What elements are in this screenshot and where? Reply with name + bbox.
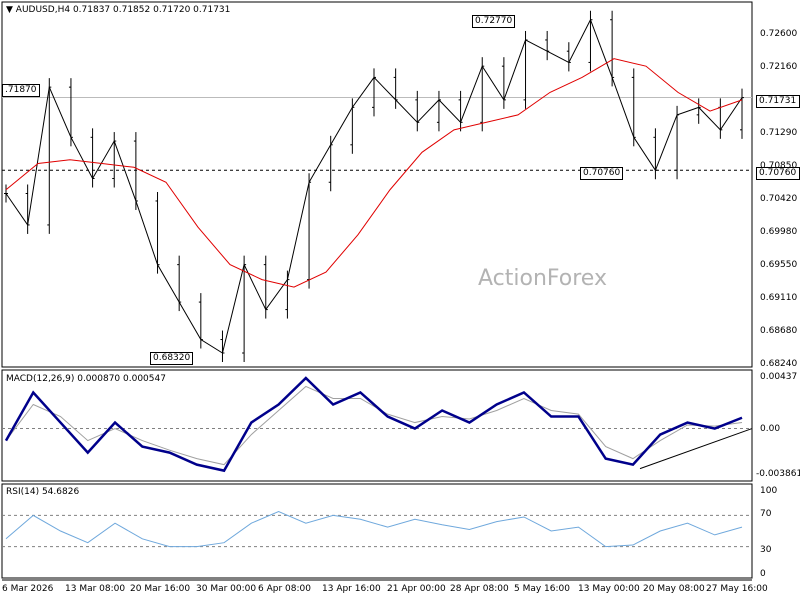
price-tick: 0.70850 xyxy=(760,161,798,171)
rsi-plot xyxy=(2,510,752,548)
time-tick: 13 Apr 16:00 xyxy=(322,584,381,594)
rsi-title: RSI(14) 54.6826 xyxy=(6,487,80,497)
rsi-panel-frame xyxy=(1,483,753,579)
time-tick: 27 May 16:00 xyxy=(706,584,768,594)
time-tick: 28 Apr 08:00 xyxy=(450,584,509,594)
symbol-timeframe: AUDUSD,H4 xyxy=(15,5,71,15)
left-price-label: .71870 xyxy=(2,84,40,97)
price-panel-frame xyxy=(1,1,753,368)
panel-frames xyxy=(1,1,753,581)
support-label: 0.70760 xyxy=(580,167,624,180)
macd-tick: 0.00 xyxy=(760,424,781,434)
macd-panel-frame xyxy=(1,369,753,482)
time-tick: 13 May 00:00 xyxy=(578,584,640,594)
price-tick: 0.70420 xyxy=(760,194,798,204)
rsi-tick: 70 xyxy=(760,509,772,519)
price-tick: 0.72600 xyxy=(760,29,798,39)
chart-title: ▼ AUDUSD,H4 0.71837 0.71852 0.71720 0.71… xyxy=(6,5,230,16)
price-tick: 0.69110 xyxy=(760,293,798,303)
time-tick: 6 Apr 08:00 xyxy=(258,584,311,594)
time-tick: 20 May 08:00 xyxy=(643,584,705,594)
macd-signal-line xyxy=(5,385,743,466)
current-price-tag: 0.71731 xyxy=(756,95,800,108)
time-tick: 5 May 16:00 xyxy=(514,584,570,594)
price-tick: 0.71290 xyxy=(760,128,798,138)
time-tick: 13 Mar 08:00 xyxy=(65,584,126,594)
macd-trendline xyxy=(639,428,753,470)
price-line xyxy=(5,18,743,354)
low-label: 0.68320 xyxy=(150,352,194,365)
macd-plot xyxy=(2,376,753,473)
price-tick: 0.72160 xyxy=(760,62,798,72)
time-tick: 20 Mar 16:00 xyxy=(130,584,191,594)
high-label: 0.72770 xyxy=(472,15,516,28)
rsi-tick: 30 xyxy=(760,545,772,555)
price-tick: 0.68680 xyxy=(760,326,798,336)
rsi-tick: 0 xyxy=(760,569,766,579)
macd-line xyxy=(4,376,743,473)
price-plot xyxy=(2,10,752,362)
macd-tick: -0.003861 xyxy=(756,469,800,479)
macd-title: MACD(12,26,9) 0.000870 0.000547 xyxy=(6,374,166,384)
dropdown-arrow-icon[interactable]: ▼ xyxy=(6,5,13,15)
ohlc-values: 0.71837 0.71852 0.71720 0.71731 xyxy=(72,5,231,15)
rsi-tick: 100 xyxy=(760,486,778,496)
time-tick: 6 Mar 2026 xyxy=(2,584,54,594)
macd-tick: 0.00437 xyxy=(760,372,798,382)
time-tick: 21 Apr 00:00 xyxy=(387,584,446,594)
time-tick: 30 Mar 00:00 xyxy=(196,584,257,594)
price-tick: 0.69980 xyxy=(760,227,798,237)
ma-line xyxy=(5,58,743,288)
watermark: ActionForex xyxy=(478,266,607,291)
price-tick: 0.69550 xyxy=(760,260,798,270)
price-tick: 0.68240 xyxy=(760,359,798,369)
rsi-line xyxy=(5,510,743,548)
